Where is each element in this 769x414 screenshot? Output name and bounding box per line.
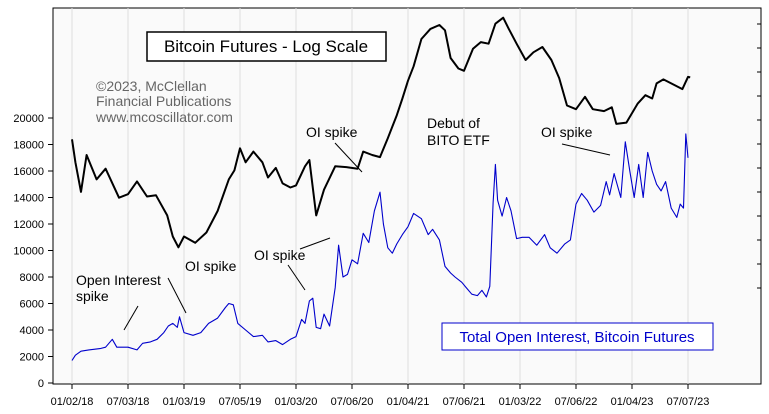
x-tick-label: 07/06/20 [331, 396, 374, 408]
legend-label: Total Open Interest, Bitcoin Futures [459, 329, 694, 346]
annotation-text: Open Interest [76, 272, 161, 288]
chart-title: Bitcoin Futures - Log Scale [164, 37, 368, 56]
chart-title-frame [146, 31, 387, 62]
annotation-text: OI spike [541, 124, 593, 140]
y-tick-label: 20000 [13, 113, 44, 125]
x-tick-label: 01/03/22 [499, 396, 542, 408]
annotation-oi-spike-2020: OI spike [254, 237, 331, 291]
series-layer [71, 16, 691, 361]
y-tick-label: 0 [38, 378, 44, 390]
x-tick-label: 07/06/21 [443, 396, 486, 408]
y-tick-label: 12000 [13, 219, 44, 231]
credit-block: ©2023, McClellan Financial Publications … [95, 78, 233, 125]
annotation-bito-etf: Debut of BITO ETF [427, 115, 490, 148]
annotation-oi-spike-2022: OI spike [541, 124, 611, 156]
annotation-arrow [167, 277, 187, 314]
x-tick-label: 01/04/21 [387, 396, 430, 408]
legend-frame [441, 322, 714, 351]
annotation-text: Debut of [427, 115, 480, 131]
x-tick-label: 07/07/23 [667, 396, 710, 408]
grid-lines [71, 8, 689, 384]
y-tick-label: 8000 [20, 272, 44, 284]
annotation-text: OI spike [254, 247, 306, 263]
chart-title-box: Bitcoin Futures - Log Scale [146, 31, 387, 62]
y-tick-label: 16000 [13, 166, 44, 178]
y-tick-label: 14000 [13, 193, 44, 205]
annotation-text: OI spike [306, 124, 358, 140]
x-tick-label: 01/03/20 [275, 396, 318, 408]
y-tick-label: 6000 [20, 299, 44, 311]
legend-box: Total Open Interest, Bitcoin Futures [441, 322, 714, 351]
annotation-arrow [287, 264, 306, 291]
x-tick-label: 07/03/18 [107, 396, 150, 408]
price-series-line [71, 16, 691, 249]
annotation-text: spike [76, 288, 109, 304]
y-tick-label: 10000 [13, 246, 44, 258]
credit-line-3: www.mcoscillator.com [95, 109, 233, 125]
y-tick-label: 2000 [20, 352, 44, 364]
annotation-text: BITO ETF [427, 132, 490, 148]
x-tick-label: 01/03/19 [163, 396, 206, 408]
annotation-arrow [334, 142, 363, 173]
y-tick-label: 18000 [13, 140, 44, 152]
annotation-text: OI spike [185, 258, 237, 274]
annotation-arrow [123, 305, 139, 331]
x-tick-label: 01/02/18 [51, 396, 94, 408]
credit-line-2: Financial Publications [96, 93, 231, 109]
annotation-oi-spike-2019: OI spike [167, 258, 237, 314]
annotation-open-interest-spike: Open Interest spike [76, 272, 161, 331]
x-tick-label: 07/06/22 [555, 396, 598, 408]
annotation-arrow [299, 237, 331, 250]
annotation-arrow [561, 143, 611, 156]
x-tick-label: 01/04/23 [611, 396, 654, 408]
credit-line-1: ©2023, McClellan [96, 78, 207, 94]
x-axis-ticks: 01/02/18 07/03/18 01/03/19 07/05/19 01/03/20… [51, 384, 710, 408]
y-axis-ticks: 0 2000 4000 6000 8000 10000 12000 14000 16000 180… [13, 23, 761, 390]
annotation-oi-spike-2020b: OI spike [306, 124, 363, 173]
x-tick-label: 07/05/19 [219, 396, 262, 408]
y-tick-label: 4000 [20, 325, 44, 337]
open-interest-series-line [71, 133, 689, 361]
